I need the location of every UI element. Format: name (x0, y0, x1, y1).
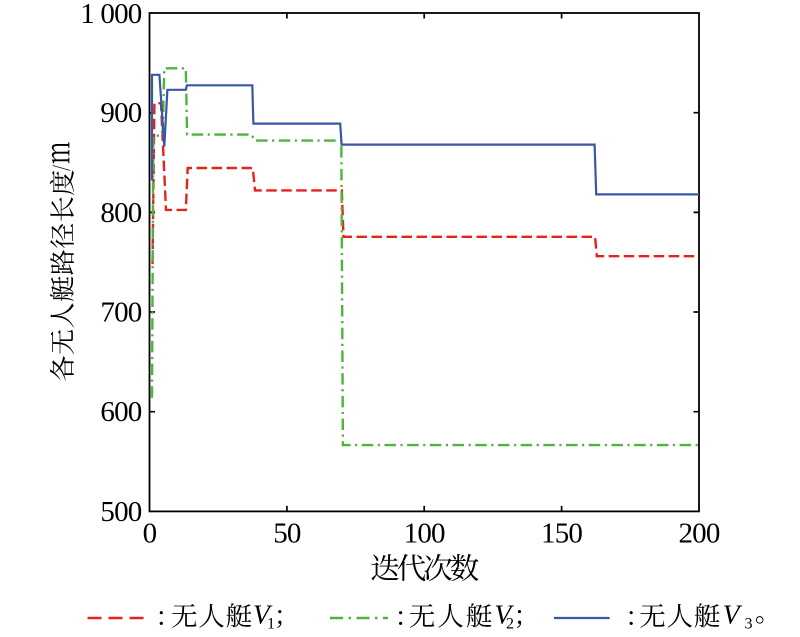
svg-text:V: V (253, 599, 273, 630)
svg-text:1 000: 1 000 (80, 0, 142, 30)
svg-text:50: 50 (273, 518, 301, 550)
svg-text:V: V (495, 599, 515, 630)
svg-text:200: 200 (678, 518, 719, 550)
svg-text:100: 100 (404, 518, 445, 550)
svg-text:1: 1 (267, 616, 275, 633)
svg-text:0: 0 (143, 518, 157, 550)
svg-text:3: 3 (745, 616, 753, 633)
svg-text:V: V (723, 599, 743, 630)
svg-text:700: 700 (100, 297, 141, 329)
svg-text:500: 500 (100, 496, 141, 528)
svg-text:150: 150 (541, 518, 582, 550)
svg-text:2: 2 (506, 616, 514, 633)
svg-text:800: 800 (100, 197, 141, 229)
svg-text:900: 900 (100, 97, 141, 129)
svg-text:600: 600 (100, 396, 141, 428)
